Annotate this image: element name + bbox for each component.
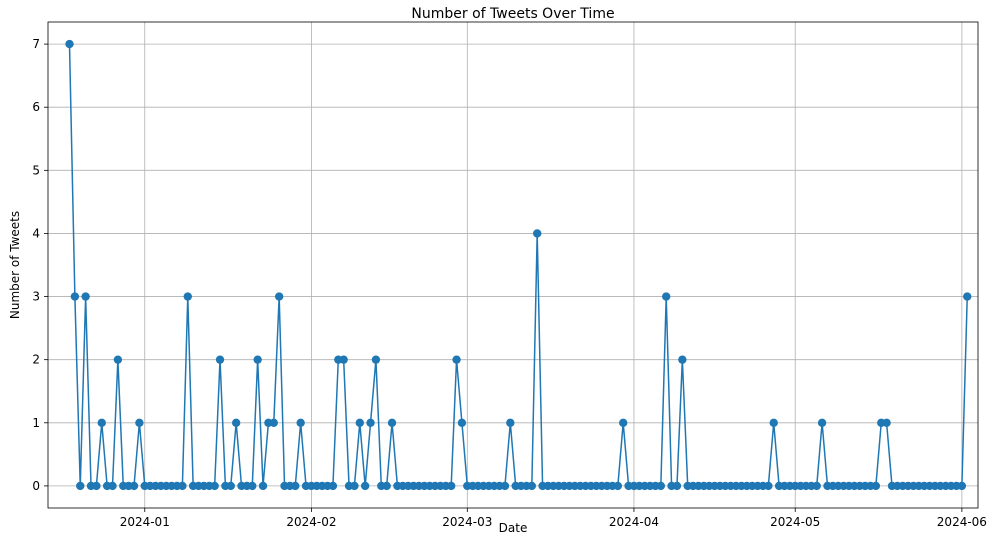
- x-tick-label: 2024-03: [442, 515, 492, 529]
- data-point: [248, 481, 257, 491]
- data-point: [882, 418, 891, 427]
- y-tick-label: 2: [32, 353, 40, 367]
- data-point: [269, 418, 278, 427]
- data-point: [769, 418, 778, 427]
- grid-lines: [48, 22, 978, 508]
- y-axis-ticks: 0 1 2 3 4 5 6 7: [32, 37, 48, 493]
- x-tick-label: 2024-01: [120, 515, 170, 529]
- data-point: [678, 355, 687, 364]
- data-point: [253, 355, 262, 364]
- y-tick-label: 5: [32, 163, 40, 177]
- data-point: [619, 418, 628, 427]
- data-point: [135, 418, 144, 427]
- data-point: [387, 418, 397, 427]
- data-point: [527, 481, 537, 491]
- y-tick-label: 7: [32, 37, 40, 51]
- data-point: [613, 481, 623, 491]
- data-point: [92, 481, 101, 491]
- x-axis-label: Date: [499, 521, 528, 535]
- data-point: [113, 355, 123, 364]
- data-point: [178, 481, 187, 491]
- y-tick-label: 0: [32, 479, 40, 493]
- x-tick-label: 2024-04: [609, 515, 659, 529]
- data-point: [662, 292, 671, 301]
- data-point: [108, 481, 117, 491]
- y-tick-label: 6: [32, 100, 40, 114]
- y-tick-label: 4: [32, 226, 40, 240]
- x-axis-ticks: 2024-01 2024-02 2024-03 2024-04 2024-05 2024-…: [120, 508, 987, 529]
- data-point: [215, 355, 225, 364]
- data-point: [817, 418, 827, 427]
- data-point: [210, 481, 219, 491]
- data-point: [672, 481, 682, 491]
- data-point: [656, 481, 666, 491]
- data-point: [452, 355, 461, 364]
- data-point: [500, 481, 510, 491]
- series-markers: [65, 39, 972, 491]
- data-point: [129, 481, 139, 491]
- data-point: [65, 39, 74, 49]
- data-point: [457, 418, 467, 427]
- data-point: [812, 481, 821, 491]
- data-point: [81, 292, 90, 301]
- data-point: [366, 418, 375, 427]
- data-point: [532, 229, 542, 238]
- data-point: [274, 292, 284, 301]
- data-point: [226, 481, 235, 491]
- data-point: [291, 481, 300, 491]
- data-point: [764, 481, 773, 491]
- chart-title: Number of Tweets Over Time: [411, 6, 614, 22]
- data-point: [963, 292, 972, 301]
- data-point: [871, 481, 881, 491]
- data-point: [446, 481, 456, 491]
- data-point: [355, 418, 364, 427]
- y-tick-label: 3: [32, 290, 40, 304]
- data-point: [350, 481, 359, 491]
- data-point: [339, 355, 348, 364]
- x-tick-label: 2024-05: [770, 515, 820, 529]
- data-point: [70, 292, 80, 301]
- data-point: [76, 481, 85, 491]
- data-point: [371, 355, 381, 364]
- data-point: [258, 481, 268, 491]
- data-point: [183, 292, 192, 301]
- data-point: [506, 418, 515, 427]
- y-tick-label: 1: [32, 416, 40, 430]
- data-point: [382, 481, 391, 491]
- x-tick-label: 2024-06: [937, 515, 987, 529]
- data-point: [231, 418, 241, 427]
- data-point: [296, 418, 305, 427]
- y-axis-label: Number of Tweets: [8, 211, 22, 319]
- data-point: [957, 481, 967, 491]
- data-point: [360, 481, 370, 491]
- data-point: [328, 481, 338, 491]
- data-point: [97, 418, 106, 427]
- plot-frame: [47, 21, 979, 509]
- x-tick-label: 2024-02: [286, 515, 336, 529]
